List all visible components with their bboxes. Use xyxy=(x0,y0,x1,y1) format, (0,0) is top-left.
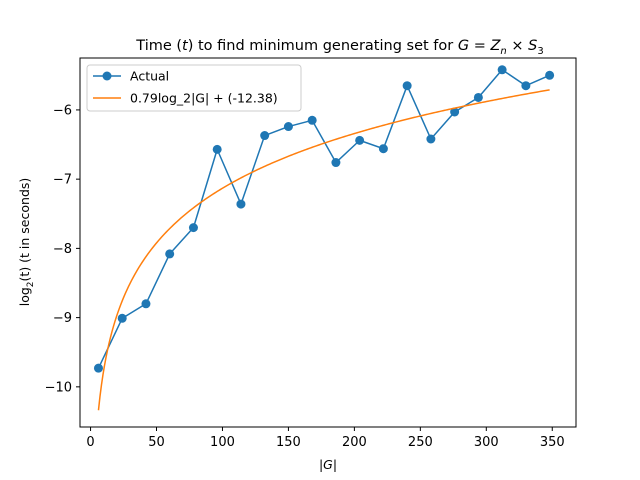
legend-actual-label: Actual xyxy=(130,69,169,84)
legend-fit-label: 0.79log_2|G| + (-12.38) xyxy=(130,91,278,106)
series-actual-point xyxy=(141,299,151,309)
y-tick-label: −7 xyxy=(53,173,72,188)
series-actual-point xyxy=(260,131,270,141)
plot-area xyxy=(93,65,555,411)
y-tick-label: −8 xyxy=(53,242,72,257)
axes-frame xyxy=(79,57,577,428)
axis-ticks: 0 50 100 150 200 250 300 350 −10 −9 −8 −7 −6 xyxy=(45,103,565,450)
series-actual-point xyxy=(521,81,531,91)
series-actual-point xyxy=(378,144,388,154)
series-actual-point xyxy=(331,158,341,168)
series-actual-point xyxy=(188,223,198,233)
y-tick-label: −9 xyxy=(53,311,72,326)
x-tick-label: 150 xyxy=(276,435,301,450)
legend: Actual 0.79log_2|G| + (-12.38) xyxy=(86,64,302,112)
series-actual-point xyxy=(355,135,365,145)
x-tick-label: 50 xyxy=(148,435,165,450)
y-tick-label: −10 xyxy=(45,380,72,395)
chart-title: Time (t) to find minimum generating set … xyxy=(135,38,543,57)
x-tick-label: 300 xyxy=(474,435,499,450)
y-axis-label: log2(t) (t in seconds) xyxy=(17,178,36,307)
x-axis-label: |G| xyxy=(319,457,337,472)
series-actual-point xyxy=(307,115,317,125)
series-actual-line xyxy=(97,69,550,369)
series-actual-point xyxy=(165,249,175,259)
x-tick-label: 100 xyxy=(210,435,235,450)
series-fit-line xyxy=(97,89,550,411)
y-tick-label: −6 xyxy=(53,103,72,118)
series-actual-point xyxy=(117,313,127,323)
legend-box xyxy=(86,64,302,112)
series-actual-point xyxy=(426,134,436,144)
series-actual-point xyxy=(283,122,293,132)
x-tick-label: 0 xyxy=(86,435,94,450)
series-actual-point xyxy=(402,81,412,91)
x-tick-label: 200 xyxy=(342,435,367,450)
series-actual-point xyxy=(450,107,460,117)
x-tick-label: 250 xyxy=(408,435,433,450)
series-actual-point xyxy=(212,144,222,154)
series-actual-point xyxy=(545,70,555,80)
legend-actual-marker xyxy=(102,71,112,81)
series-actual-point xyxy=(473,92,483,102)
series-actual-point xyxy=(93,363,103,373)
series-actual-point xyxy=(236,199,246,209)
x-tick-label: 350 xyxy=(540,435,565,450)
series-actual-point xyxy=(497,65,507,75)
